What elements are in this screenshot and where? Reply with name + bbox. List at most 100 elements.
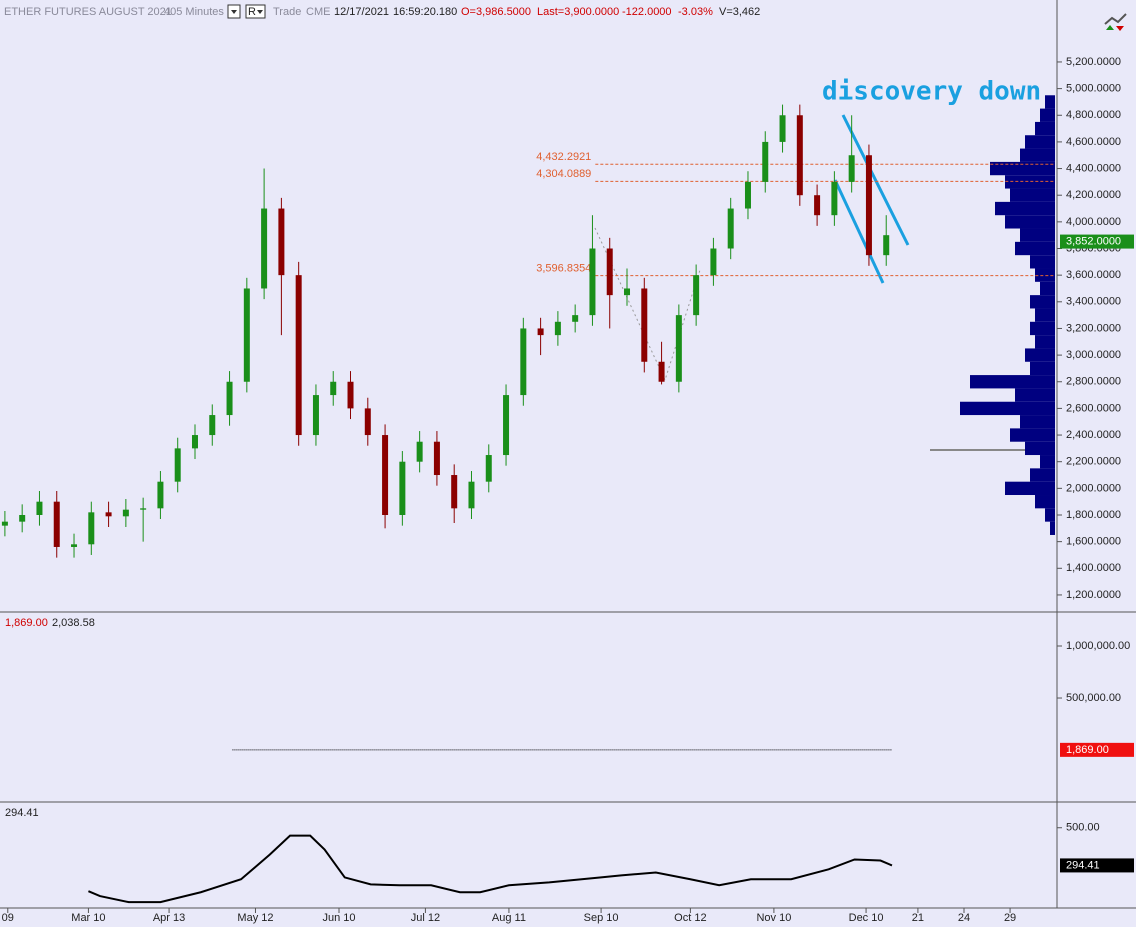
candle-body (606, 248, 613, 296)
dropdown-arrow (231, 10, 237, 14)
volume-profile-bar (1010, 428, 1055, 442)
volume-profile-bar (1050, 521, 1055, 535)
y-tick-label: 1,800.0000 (1066, 509, 1121, 521)
candle-body (744, 181, 751, 209)
level-label: 4,432.2921 (536, 151, 591, 163)
volume-profile-bar (1030, 295, 1055, 309)
y-tick-label: 1,600.0000 (1066, 536, 1121, 548)
volume-profile-bar (990, 161, 1055, 176)
volume-profile-bar (1040, 455, 1055, 469)
candle-body (485, 455, 492, 482)
y-tick-label: 2,200.0000 (1066, 456, 1121, 468)
oscillator-last-box (1060, 858, 1134, 873)
candle-body (883, 235, 890, 256)
mode: Trade (273, 6, 301, 18)
y-tick-label: 500.00 (1066, 822, 1100, 834)
volume-profile-bar (1040, 281, 1055, 296)
candle-body (36, 501, 43, 515)
candle-body (433, 441, 440, 476)
volume-profile-bar (1005, 175, 1055, 189)
volume-legend: 1,869.00 (5, 617, 48, 629)
y-tick-label: 2,400.0000 (1066, 429, 1121, 441)
candle-body (88, 512, 95, 545)
candle-body (762, 141, 769, 182)
candle-body (209, 415, 216, 436)
dropdown-arrow (257, 10, 263, 14)
volume-profile-bar (1015, 241, 1055, 256)
x-tick-label: Apr 13 (153, 912, 185, 924)
x-tick-label: Oct 12 (674, 912, 706, 924)
candle-body (675, 315, 682, 382)
volume-profile-bar (970, 375, 1055, 389)
exchange: CME (306, 6, 330, 18)
y-tick-label: 5,200.0000 (1066, 56, 1121, 68)
y-tick-label: 2,800.0000 (1066, 376, 1121, 388)
y-tick-label: 4,000.0000 (1066, 216, 1121, 228)
volume-profile-bar (1015, 388, 1055, 402)
candle-body (243, 288, 250, 382)
y-tick-label: 1,000,000.00 (1066, 640, 1130, 652)
y-tick-label: 3,600.0000 (1066, 269, 1121, 281)
candle-body (554, 321, 561, 336)
volume-profile-bar (1025, 348, 1055, 362)
change-pct: -3.03% (678, 6, 713, 18)
candle-body (589, 248, 596, 316)
volume-profile-bar (1035, 121, 1055, 136)
x-tick-label: Dec 10 (849, 912, 884, 924)
range-dropdown[interactable] (245, 4, 266, 19)
candle-body (727, 208, 734, 249)
candle-body (261, 208, 268, 289)
annotation: discovery down (822, 77, 1041, 107)
candle-body (779, 115, 786, 142)
tool-icon[interactable] (1104, 13, 1127, 31)
range-button[interactable]: R (248, 6, 256, 18)
candle-body (19, 514, 26, 522)
candle-body (226, 381, 233, 416)
volume-profile-bar (1025, 441, 1055, 456)
icon-down (1116, 26, 1124, 31)
volume-profile-bar (1030, 468, 1055, 482)
volume-profile-bar (1035, 335, 1055, 349)
candle-body (347, 381, 354, 409)
x-tick-label: Jul 12 (411, 912, 440, 924)
volume-profile-bar (1035, 495, 1055, 509)
candle-body (520, 328, 527, 396)
symbol: ETHER FUTURES AUGUST 2021 (4, 6, 172, 18)
volume-profile-bar (1030, 321, 1055, 336)
candle-body (796, 115, 803, 196)
candle-body (312, 395, 319, 436)
icon-line (1104, 13, 1127, 25)
candle-body (693, 275, 700, 316)
y-tick-label: 2,000.0000 (1066, 482, 1121, 494)
x-tick-label: Jun 10 (322, 912, 355, 924)
y-tick-label: 4,600.0000 (1066, 136, 1121, 148)
candle-body (174, 448, 181, 482)
interval: 405 Minutes (164, 6, 224, 18)
y-tick-label: 2,600.0000 (1066, 402, 1121, 414)
volume-legend: 2,038.58 (52, 617, 95, 629)
x-tick-label: 24 (958, 912, 970, 924)
candle-body (330, 381, 337, 396)
y-tick-label: 500,000.00 (1066, 692, 1121, 704)
x-tick-label: 09 (2, 912, 14, 924)
volume-profile-bar (1010, 188, 1055, 202)
candle-body (641, 288, 648, 362)
x-tick-label: Mar 10 (71, 912, 105, 924)
candle-body (468, 481, 475, 509)
candle-body (831, 181, 838, 216)
candle-body (364, 408, 371, 436)
candle-body (140, 508, 147, 510)
candle-body (191, 435, 198, 449)
volume-profile-bar (1030, 361, 1055, 376)
candle-body (295, 275, 302, 436)
candle-body (105, 512, 112, 517)
x-tick-label: Nov 10 (756, 912, 791, 924)
level-label: 3,596.8354 (536, 262, 591, 274)
y-tick-label: 4,800.0000 (1066, 109, 1121, 121)
x-tick-label: Aug 11 (492, 912, 526, 924)
volume-last-box (1060, 742, 1134, 757)
candle-body (416, 441, 423, 462)
volume-profile-bar (1030, 255, 1055, 269)
